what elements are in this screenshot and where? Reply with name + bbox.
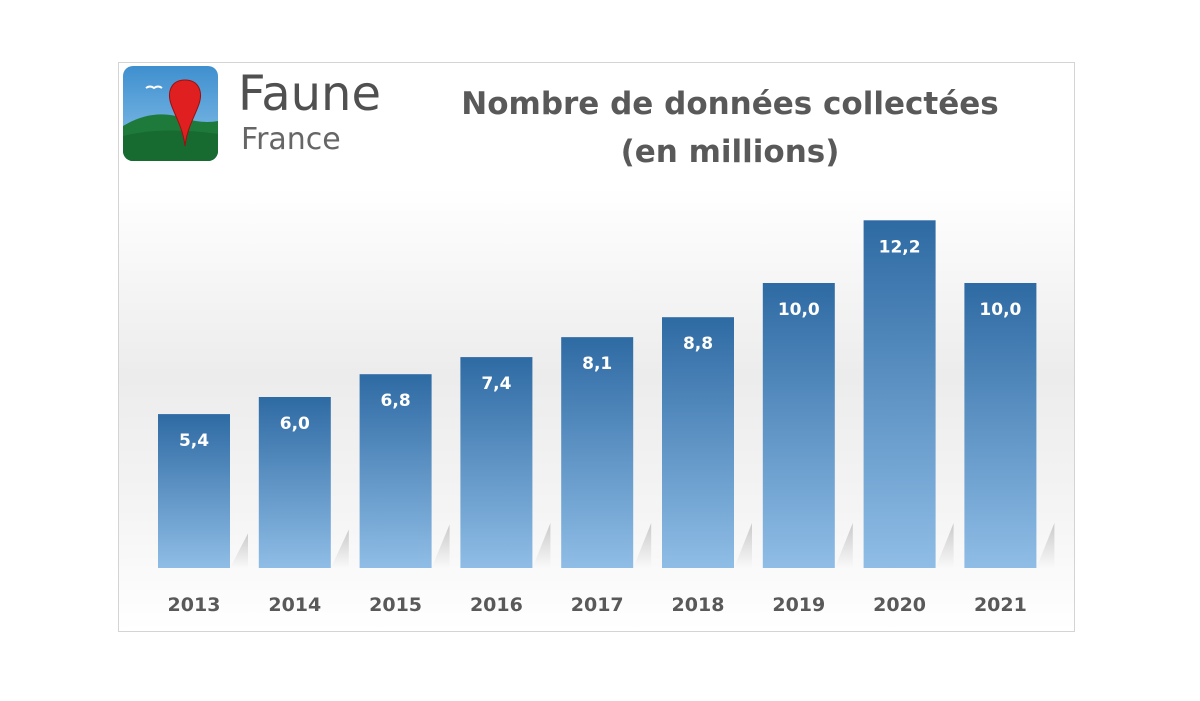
x-tick-label-2018: 2018	[672, 594, 725, 616]
bar-2018	[662, 317, 734, 568]
brand-subtitle: France	[241, 122, 341, 157]
bar-shadow	[633, 523, 652, 568]
x-tick-label-2021: 2021	[974, 594, 1027, 616]
x-tick-label-2013: 2013	[168, 594, 221, 616]
value-label-2015: 6,8	[381, 391, 411, 411]
bar-shadow	[330, 529, 349, 568]
value-label-2013: 5,4	[179, 431, 209, 451]
chart-title-line-1: Nombre de données collectées	[461, 86, 999, 122]
value-label-2019: 10,0	[778, 300, 820, 320]
faune-france-logo	[123, 66, 218, 161]
value-label-2021: 10,0	[979, 300, 1021, 320]
x-tick-label-2016: 2016	[470, 594, 523, 616]
x-axis-ticks: 2013 2014 2015 2016 2017 2018 2019 2020 2021	[168, 594, 1027, 616]
value-label-2014: 6,0	[280, 414, 310, 434]
value-label-2020: 12,2	[879, 237, 921, 257]
bar-2013	[158, 414, 230, 568]
value-label-2018: 8,8	[683, 334, 713, 354]
bar-2020	[863, 220, 936, 569]
chart-title: Nombre de données collectées (en million…	[430, 80, 1030, 176]
x-tick-label-2019: 2019	[772, 594, 825, 616]
value-label-2016: 7,4	[481, 374, 511, 394]
bar-shadow	[1036, 523, 1055, 568]
x-tick-label-2020: 2020	[873, 594, 926, 616]
chart-title-line-2: (en millions)	[620, 134, 840, 170]
map-pin-icon	[169, 79, 201, 147]
x-tick-label-2015: 2015	[369, 594, 422, 616]
bar-shadow	[935, 523, 954, 568]
bar-shadow	[734, 523, 752, 568]
bar-shadow	[230, 533, 248, 568]
x-tick-label-2017: 2017	[571, 594, 624, 616]
logo-icon	[123, 66, 218, 161]
bar-shadow	[431, 524, 450, 568]
bar-2016	[460, 357, 533, 568]
bars	[158, 220, 1037, 569]
bar-2019	[762, 283, 835, 568]
bar-2017	[561, 337, 634, 568]
brand-name: Faune	[238, 66, 381, 122]
bar-2014	[258, 397, 331, 568]
value-label-2017: 8,1	[582, 354, 612, 374]
x-tick-label-2014: 2014	[268, 594, 321, 616]
bird-icon	[145, 85, 163, 90]
bar-2021	[964, 283, 1037, 568]
bar-shadows	[230, 523, 1055, 568]
bar-shadow	[834, 523, 853, 568]
bar-2015	[359, 374, 432, 568]
value-labels: 5,4 6,0 6,8 7,4 8,1 8,8 10,0 12,2 10,0	[179, 237, 1022, 451]
bar-shadow	[532, 523, 551, 568]
